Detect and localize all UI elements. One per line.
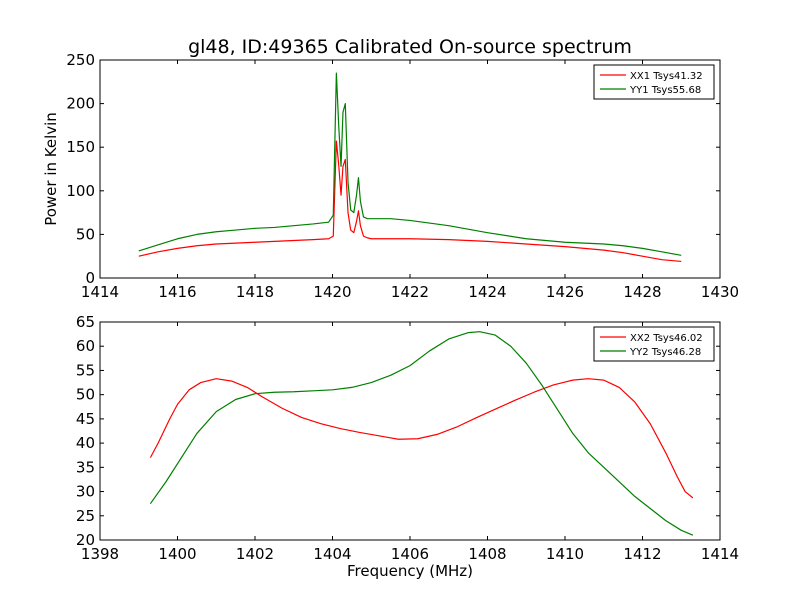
y-tick-label: 50 (76, 386, 95, 404)
legend-label: XX2 Tsys46.02 (630, 333, 703, 344)
x-axis-label: Frequency (MHz) (347, 562, 473, 580)
y-tick-label: 25 (76, 507, 95, 525)
x-tick-label: 1430 (701, 283, 739, 301)
y-tick-label: 0 (85, 269, 95, 287)
legend-2: XX2 Tsys46.02 YY2 Tsys46.28 (593, 326, 715, 362)
x-tick-label: 1420 (313, 283, 351, 301)
legend-label: YY1 Tsys55.68 (629, 85, 701, 96)
y-tick-label: 65 (76, 313, 95, 331)
x-tick-label: 1404 (313, 545, 351, 563)
legend-box (593, 64, 715, 100)
x-tick-label: 1422 (391, 283, 429, 301)
legend-label: XX1 Tsys41.32 (630, 71, 703, 82)
x-tick-label: 1402 (236, 545, 274, 563)
legend-box (593, 326, 715, 362)
x-tick-label: 1424 (468, 283, 506, 301)
y-tick-label: 150 (66, 138, 95, 156)
x-tick-label: 1400 (158, 545, 196, 563)
x-tick-label: 1416 (158, 283, 196, 301)
y-tick-label: 45 (76, 410, 95, 428)
x-tick-label: 1406 (391, 545, 429, 563)
y-tick-label: 100 (66, 182, 95, 200)
x-tick-label: 1410 (546, 545, 584, 563)
y-tick-label: 20 (76, 531, 95, 549)
y-tick-label: 40 (76, 434, 95, 452)
y-axis-label: Power in Kelvin (42, 112, 60, 226)
legend-label: YY2 Tsys46.28 (629, 347, 701, 358)
y-tick-label: 30 (76, 483, 95, 501)
x-tick-label: 1408 (468, 545, 506, 563)
legend-1: XX1 Tsys41.32 YY1 Tsys55.68 (593, 64, 715, 100)
x-tick-label: 1426 (546, 283, 584, 301)
y-tick-label: 50 (76, 225, 95, 243)
series-line-2-2 (149, 331, 694, 536)
x-tick-label: 1428 (623, 283, 661, 301)
x-tick-label: 1412 (623, 545, 661, 563)
x-tick-label: 1414 (81, 283, 119, 301)
x-tick-label: 1414 (701, 545, 739, 563)
figure-title: gl48, ID:49365 Calibrated On-source spec… (188, 36, 632, 58)
y-tick-label: 55 (76, 361, 95, 379)
series-line-1-2 (138, 72, 682, 256)
x-tick-label: 1398 (81, 545, 119, 563)
series-line-2-1 (149, 378, 694, 499)
x-tick-label: 1418 (236, 283, 274, 301)
panel-1: 1414 1416 1418 1420 1422 1424 1426 1428 1430 0 50 1… (42, 51, 739, 301)
y-tick-label: 60 (76, 337, 95, 355)
series-line-1-1 (138, 140, 682, 263)
y-tick-label: 250 (66, 51, 95, 69)
y-tick-label: 35 (76, 458, 95, 476)
panel-2: 1398 1400 1402 1404 1406 1408 1410 1412 1414 20 25… (76, 313, 739, 580)
y-tick-label: 200 (66, 95, 95, 113)
